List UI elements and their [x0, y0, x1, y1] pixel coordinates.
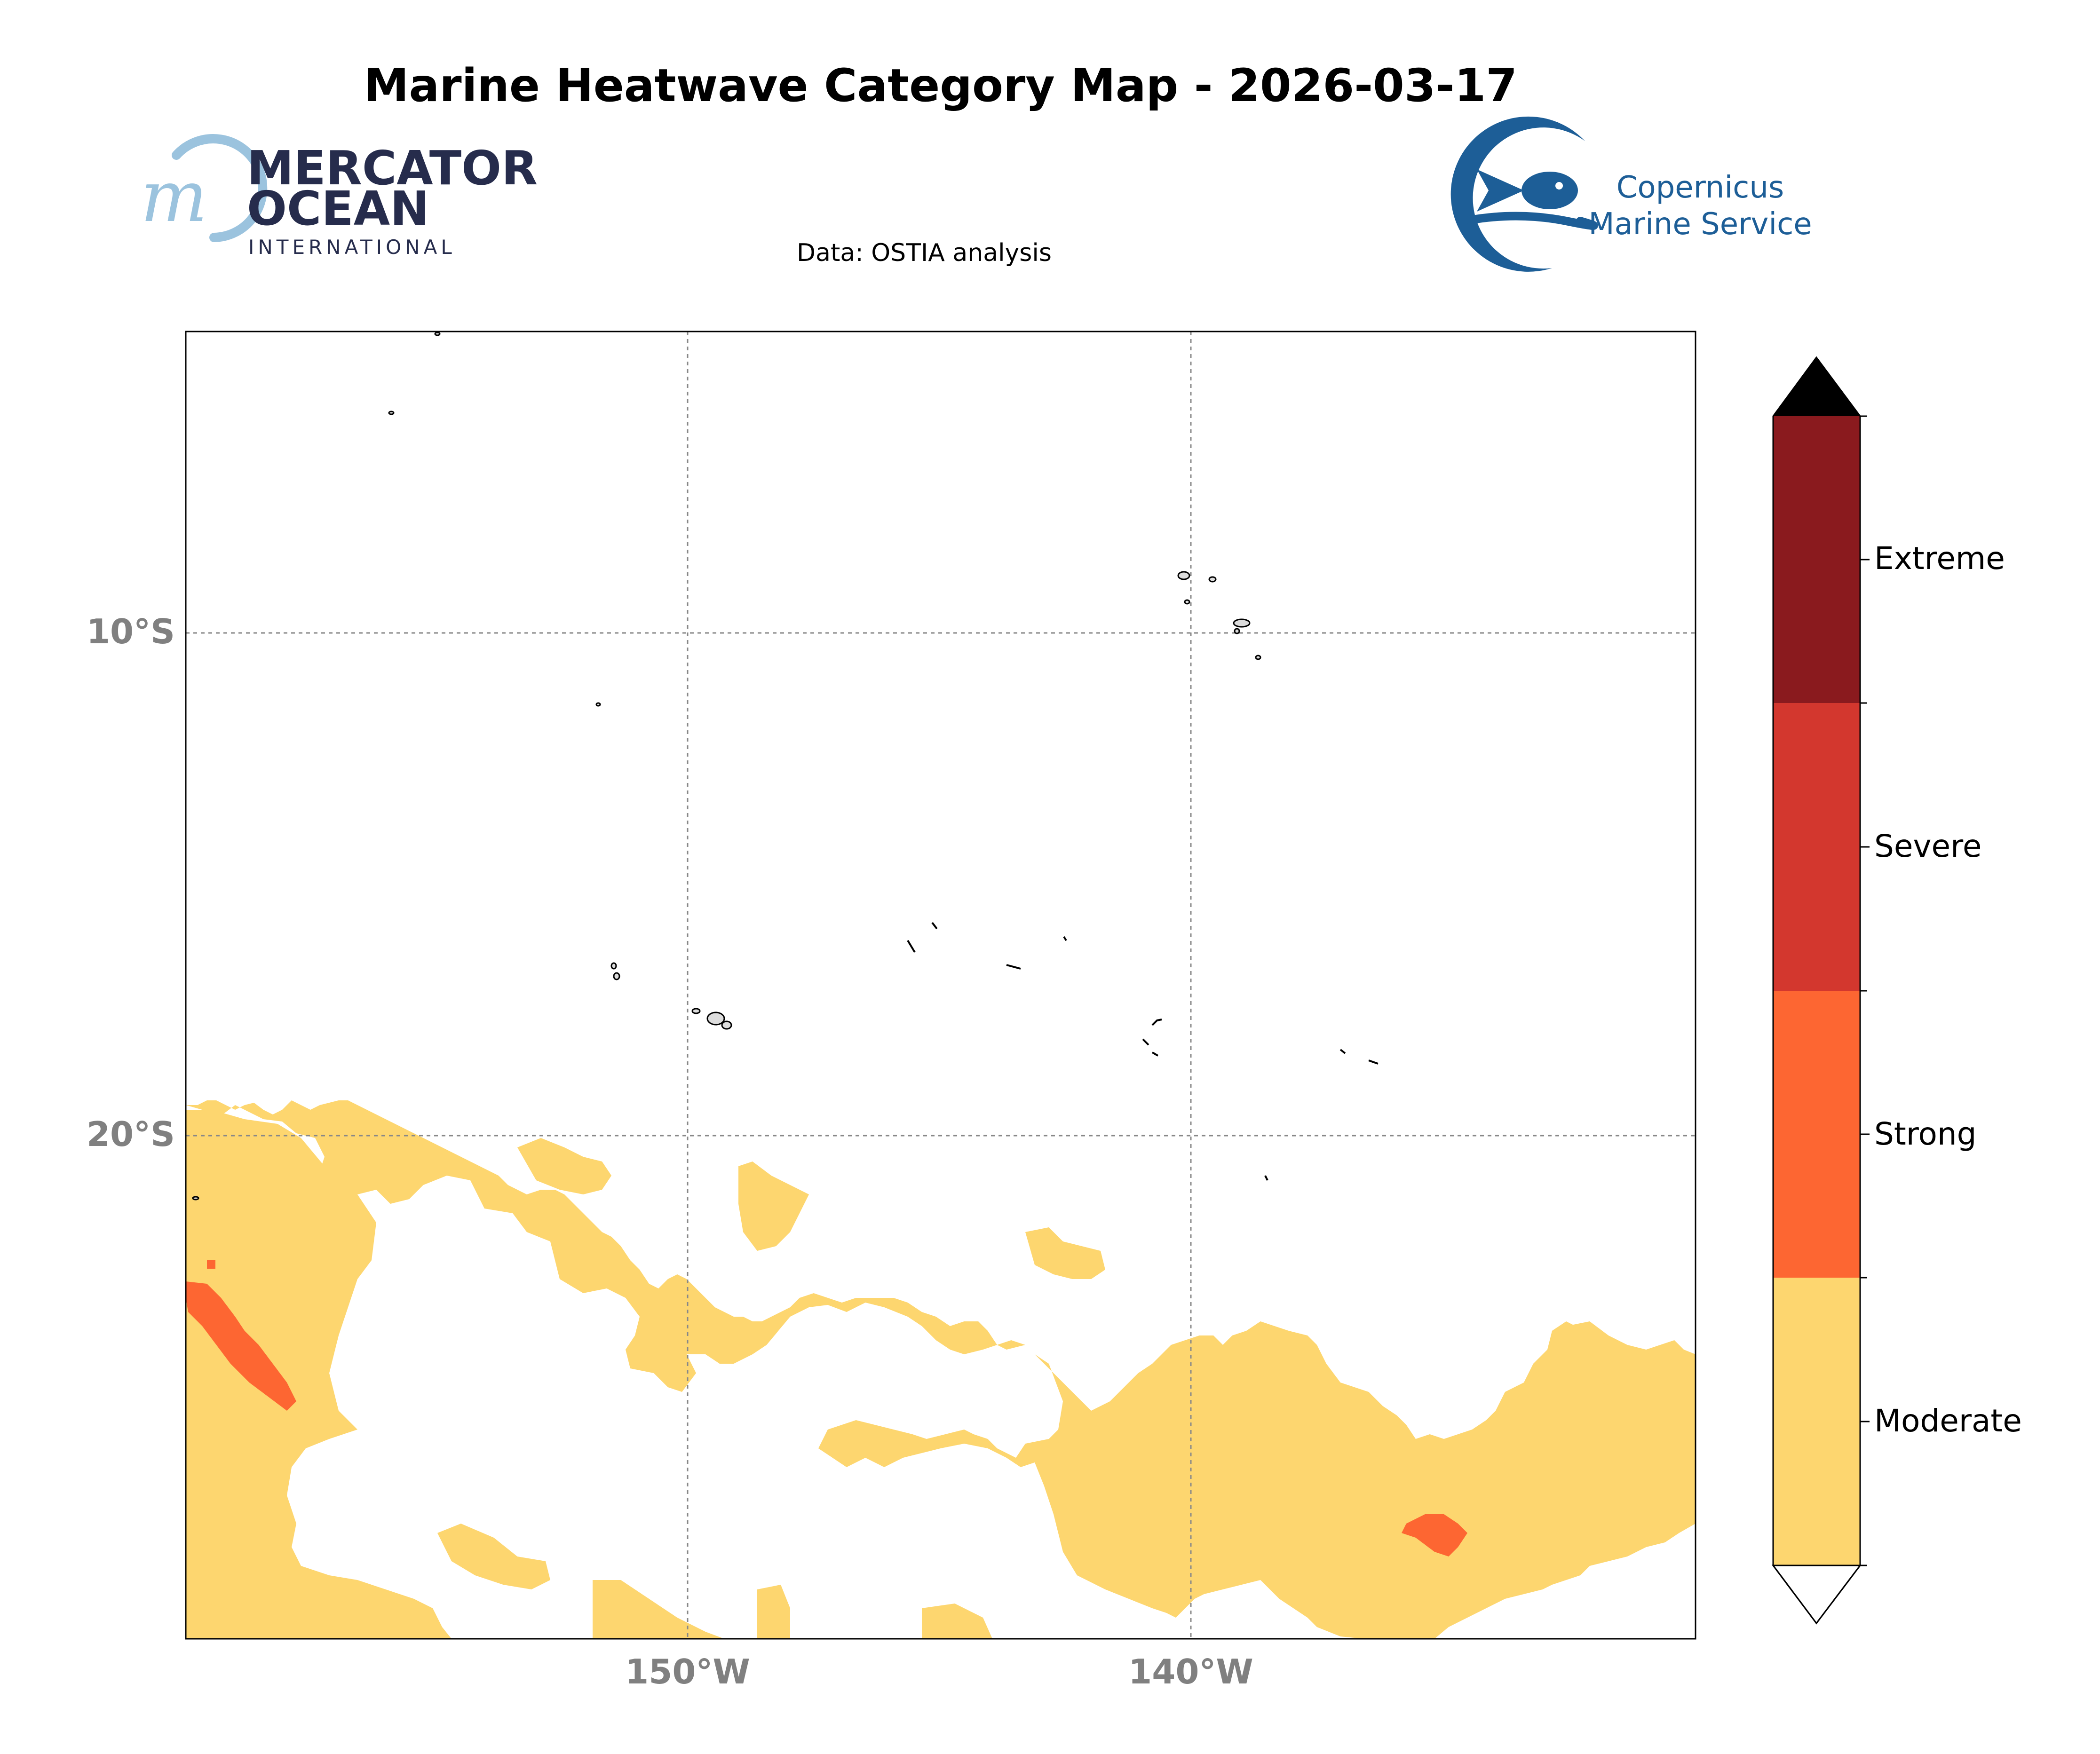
colorbar-over-extension: [1773, 357, 1860, 416]
island: [192, 1196, 199, 1201]
moderate-heatwave-region: [757, 1585, 790, 1639]
map-frame: [185, 331, 1696, 1640]
moderate-heatwave-region: [593, 1580, 724, 1639]
atoll: [931, 922, 938, 930]
island: [613, 972, 620, 980]
atoll: [907, 940, 916, 953]
island: [610, 962, 617, 970]
ocean-background: [186, 332, 1696, 1639]
colorbar-ticks: [1860, 415, 1870, 1566]
colorbar-label-moderate: Moderate: [1874, 1403, 2022, 1439]
atolls: [907, 922, 1379, 1181]
colorbar-under-extension: [1772, 1564, 1862, 1625]
moderate-heatwave-region: [186, 1100, 1696, 1639]
atoll: [1151, 1051, 1159, 1057]
colorbar-label-extreme: Extreme: [1874, 540, 2005, 577]
colorbar-segment-extreme: [1773, 416, 1860, 703]
strong-heatwave-region: [1402, 1514, 1467, 1556]
mercator-swirl-icon: [172, 134, 268, 242]
strong-heatwave-region: [207, 1260, 215, 1269]
atoll: [1006, 964, 1021, 970]
moderate-heatwave-region: [437, 1524, 550, 1589]
colorbar-segment-moderate: [1773, 1278, 1860, 1565]
mercator-ocean-logo: m MERCATOR OCEAN INTERNATIONAL: [141, 134, 538, 259]
island: [434, 332, 441, 336]
mercator-logo-line3: INTERNATIONAL: [248, 236, 456, 259]
mercator-logo-line2: OCEAN: [247, 181, 429, 236]
island: [1208, 576, 1217, 583]
copernicus-crescent-icon: [1450, 116, 1585, 272]
copernicus-logo-line2: Marine Service: [1588, 207, 1812, 242]
island: [1255, 655, 1261, 660]
island: [1184, 599, 1190, 605]
moderate-heatwave-region: [1566, 1321, 1656, 1387]
moderate-heatwave-region: [186, 1110, 452, 1639]
colorbar: Extreme Severe Strong Moderate: [1772, 356, 2022, 1625]
atoll: [1339, 1049, 1346, 1054]
island: [388, 411, 395, 415]
mercator-logo-line1: MERCATOR: [247, 141, 538, 196]
moderate-heatwave-region: [738, 1161, 809, 1251]
lat-label-20s: 20°S: [87, 1114, 175, 1154]
atoll: [1142, 1038, 1149, 1046]
islands: [192, 332, 1261, 1201]
data-source-label: Data: OSTIA analysis: [797, 239, 1052, 267]
strong-heatwave-region: [186, 1281, 296, 1411]
moderate-heatwave-region: [517, 1138, 611, 1194]
atoll: [1151, 1019, 1162, 1026]
moderate-heatwave-region: [186, 1599, 452, 1639]
moderate-heatwave-region: [922, 1604, 992, 1639]
wave-icon: [1466, 212, 1598, 230]
map-title: Marine Heatwave Category Map - 2026-03-1…: [364, 59, 1517, 112]
fish-icon: [1477, 169, 1578, 212]
island: [1234, 628, 1240, 634]
mercator-logo-mark: m: [141, 156, 207, 238]
colorbar-segment-strong: [1773, 991, 1860, 1278]
map-panel: 10°S 20°S 150°W 140°W: [87, 331, 1696, 1691]
lon-label-140w: 140°W: [1128, 1652, 1253, 1691]
colorbar-label-severe: Severe: [1874, 828, 1981, 864]
colorbar-label-strong: Strong: [1874, 1116, 1977, 1152]
island: [691, 1008, 701, 1014]
lon-label-150w: 150°W: [625, 1652, 750, 1691]
lat-label-10s: 10°S: [87, 612, 175, 651]
island: [706, 1011, 725, 1026]
atoll: [1368, 1059, 1379, 1065]
atoll: [1264, 1175, 1268, 1181]
colorbar-segment-severe: [1773, 703, 1860, 991]
moderate-heatwave-region: [1025, 1227, 1105, 1279]
island: [595, 702, 601, 707]
atoll: [1063, 936, 1067, 941]
island: [1177, 571, 1190, 580]
copernicus-marine-logo: Copernicus Marine Service: [1450, 116, 1812, 272]
copernicus-logo-line1: Copernicus: [1617, 170, 1784, 205]
island: [1233, 618, 1251, 628]
island: [721, 1020, 732, 1030]
